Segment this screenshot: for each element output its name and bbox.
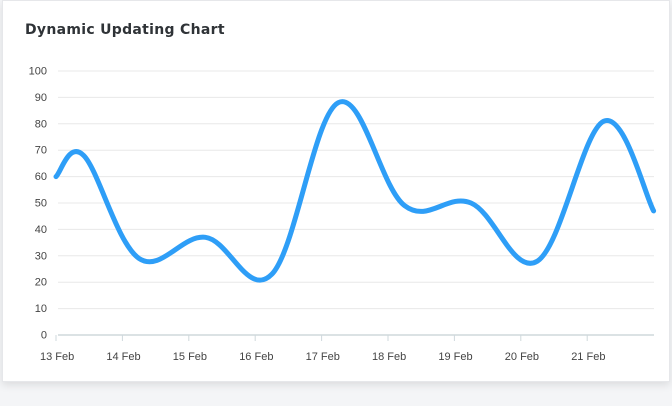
y-tick-label: 90 (35, 92, 47, 104)
y-tick-label: 10 (35, 303, 47, 315)
y-axis: 0 10 20 30 40 50 60 70 80 90 100 (29, 66, 47, 342)
y-tick-label: 20 (35, 277, 47, 289)
y-tick-label: 40 (35, 224, 47, 236)
x-tick-label: 20 Feb (505, 351, 539, 363)
chart-title: Dynamic Updating Chart (25, 22, 225, 38)
x-tick-label: 15 Feb (173, 351, 207, 363)
x-tick-label: 21 Feb (571, 351, 605, 363)
y-tick-label: 0 (41, 330, 47, 342)
x-tick-label: 17 Feb (306, 351, 340, 363)
y-tick-label: 30 (35, 250, 47, 262)
x-tick-label: 14 Feb (106, 351, 140, 363)
y-tick-label: 80 (35, 118, 47, 130)
y-tick-label: 70 (35, 145, 47, 157)
series-layer (53, 99, 657, 283)
x-tick-label: 13 Feb (40, 351, 74, 363)
y-tick-label: 100 (29, 66, 47, 78)
y-tick-label: 50 (35, 198, 47, 210)
grid-lines (58, 70, 654, 336)
series-line (53, 99, 657, 283)
chart-card: Dynamic Updating Chart (2, 0, 670, 382)
x-tick-label: 18 Feb (372, 351, 406, 363)
x-axis: 13 Feb 14 Feb 15 Feb 16 Feb 17 Feb 18 Feb 19 F… (40, 335, 605, 363)
x-tick-label: 16 Feb (239, 351, 273, 363)
y-tick-label: 60 (35, 171, 47, 183)
x-tick-label: 19 Feb (438, 351, 472, 363)
